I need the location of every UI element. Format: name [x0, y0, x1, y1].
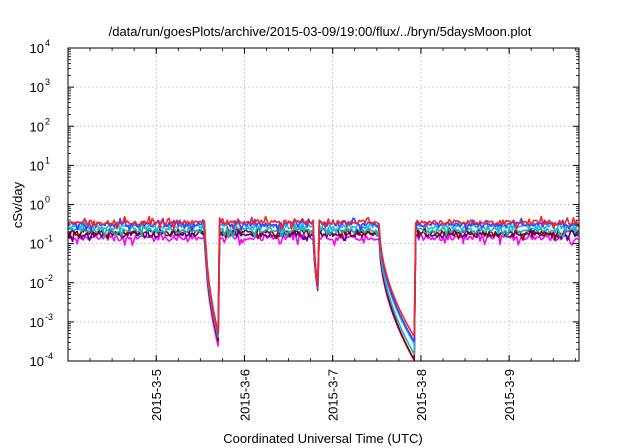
- grid: [68, 48, 579, 361]
- y-tick-exponent: -3: [45, 312, 53, 322]
- y-tick-exponent: -4: [45, 351, 53, 361]
- y-tick-exponent: 0: [45, 195, 50, 205]
- y-tick-exponent: -2: [45, 273, 53, 283]
- y-tick-label: 10: [30, 158, 44, 173]
- y-tick-exponent: 3: [45, 77, 50, 87]
- series-line: [67, 227, 579, 361]
- x-axis-title: Coordinated Universal Time (UTC): [223, 431, 422, 446]
- series-line: [67, 226, 579, 361]
- x-tick-label: 2015-3-5: [149, 369, 164, 421]
- x-tick-label: 2015-3-7: [326, 369, 341, 421]
- y-tick-label: 10: [30, 354, 44, 369]
- x-tick-label: 2015-3-9: [502, 369, 517, 421]
- y-tick-label: 10: [30, 198, 44, 213]
- x-tick-label: 2015-3-8: [414, 369, 429, 421]
- y-tick-exponent: 1: [45, 155, 50, 165]
- chart-title: /data/run/goesPlots/archive/2015-03-09/1…: [109, 24, 532, 39]
- x-tick-label: 2015-3-6: [237, 369, 252, 421]
- y-tick-label: 10: [30, 276, 44, 291]
- y-tick-label: 10: [30, 119, 44, 134]
- series-group: [67, 215, 579, 361]
- y-tick-label: 10: [30, 41, 44, 56]
- series-line: [67, 231, 579, 361]
- series-line: [67, 215, 579, 338]
- y-tick-exponent: 4: [45, 38, 50, 48]
- y-tick-label: 10: [30, 237, 44, 252]
- y-tick-exponent: 2: [45, 116, 50, 126]
- y-tick-label: 10: [30, 315, 44, 330]
- y-axis-title: cSv/day: [10, 181, 25, 228]
- y-tick-exponent: -1: [45, 234, 53, 244]
- y-tick-label: 10: [30, 80, 44, 95]
- series-line: [67, 223, 579, 356]
- x-axis: 2015-3-5 2015-3-6 2015-3-7 2015-3-8 2015-3-9: [67, 48, 576, 421]
